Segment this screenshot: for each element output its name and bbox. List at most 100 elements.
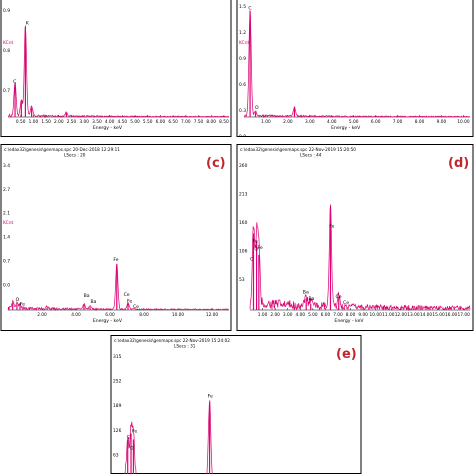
y-tick-label: 160 [239, 220, 248, 226]
y-tick-label: 2.7 [3, 187, 10, 193]
live-seconds: LSecs : 31 [174, 344, 196, 349]
x-tick-label: 6.00 [321, 312, 331, 318]
x-tick-label: 8.50 [219, 119, 229, 125]
x-tick-label: 6.00 [371, 119, 381, 125]
x-tick-label: 4.00 [105, 119, 115, 125]
x-tick-label: 6.50 [168, 119, 178, 125]
y-tick-label: 1.2 [239, 30, 246, 36]
element-label: C [127, 434, 130, 440]
live-seconds: LSecs : 44 [300, 153, 322, 158]
live-seconds: LSecs : 20 [64, 153, 86, 158]
x-tick-label: 5.00 [349, 119, 359, 125]
x-tick-label: 9.00 [358, 312, 368, 318]
element-label: Fe [208, 394, 213, 400]
y-tick-label: 0.9 [3, 8, 10, 14]
element-label: K [26, 21, 30, 27]
x-tick-label: 7.00 [333, 312, 343, 318]
x-axis-label: Energy - keV [334, 318, 364, 324]
y-tick-label: 1.4 [3, 235, 10, 241]
x-tick-label: 10.00 [457, 119, 470, 125]
x-axis-label: Energy - keV [331, 125, 361, 131]
y-tick-label: 260 [239, 163, 248, 169]
y-tick-label: 1.5 [239, 4, 246, 10]
x-tick-label: 16.00 [445, 312, 458, 318]
y-tick-label: 126 [113, 428, 122, 434]
x-tick-label: 10.00 [370, 312, 383, 318]
x-tick-label: 9.00 [437, 119, 447, 125]
spectrum-line [124, 400, 213, 474]
panel-e: c:\edax32\genesis\genmaps.spc 22-Nov-201… [110, 335, 362, 474]
spectrum-header: c:\edax32\genesis\genmaps.spc 22-Nov-201… [240, 147, 356, 152]
spectrum-line [7, 25, 230, 119]
element-label: Ce [124, 292, 130, 298]
x-tick-label: 1.00 [29, 119, 39, 125]
y-tick-label: 0.0 [239, 134, 246, 137]
spectrum-header: c:\edax32\genesis\genmaps.spc 20-Dec-201… [4, 147, 120, 152]
x-tick-label: 7.50 [194, 119, 204, 125]
y-unit-label: KCnt [3, 40, 13, 46]
x-tick-label: 8.00 [346, 312, 356, 318]
x-tick-label: 7.00 [181, 119, 191, 125]
element-label: C [248, 6, 251, 12]
element-label: Ce [133, 304, 139, 310]
element-label: Fe [127, 298, 132, 304]
x-tick-label: 2.50 [67, 119, 77, 125]
x-tick-label: 15.00 [432, 312, 445, 318]
y-tick-label: 2.1 [3, 211, 10, 217]
element-label: Ba [90, 299, 96, 305]
spectrum-header: c:\edax32\genesis\genmaps.spc 22-Nov-201… [114, 338, 230, 343]
y-tick-label: 189 [113, 403, 122, 409]
x-tick-label: 2.00 [283, 119, 293, 125]
element-label: O [255, 105, 259, 111]
x-tick-label: 5.00 [130, 119, 140, 125]
x-tick-label: 13.00 [407, 312, 420, 318]
element-label: O [16, 297, 20, 303]
panel-label: (d) [448, 156, 469, 171]
element-label: Ba [84, 293, 90, 299]
element-label: Fe [20, 302, 25, 308]
panel-label: (e) [336, 347, 357, 362]
element-label: C [250, 257, 253, 263]
x-tick-label: 17.00 [458, 312, 471, 318]
x-tick-label: 8.00 [206, 119, 216, 125]
y-tick-label: 0.6 [239, 82, 246, 88]
x-tick-label: 7.00 [393, 119, 403, 125]
panel-d: c:\edax32\genesis\genmaps.spc 22-Nov-201… [236, 144, 474, 331]
x-tick-label: 4.00 [327, 119, 337, 125]
x-tick-label: 6.00 [105, 312, 115, 318]
panel-c: c:\edax32\genesis\genmaps.spc 20-Dec-201… [0, 144, 232, 331]
y-tick-label: 0.8 [3, 48, 10, 54]
panel-label: (c) [206, 156, 226, 171]
x-tick-label: 3.00 [305, 119, 315, 125]
x-tick-label: 1.50 [41, 119, 51, 125]
x-tick-label: 11.00 [382, 312, 395, 318]
panel-a: 0.9 0.8 0.7 KCnt 0.50 1.00 1.50 2.00 2.50 3.00 3.5… [0, 0, 232, 137]
y-unit-label: KCnt [3, 220, 13, 226]
y-tick-label: 213 [239, 191, 248, 197]
x-tick-label: 12.00 [395, 312, 408, 318]
panel-frame [0, 144, 232, 331]
x-tick-label: 14.00 [420, 312, 433, 318]
element-label: O [130, 446, 134, 452]
x-tick-label: 6.00 [156, 119, 166, 125]
element-label: Ce [335, 294, 341, 300]
panel-frame [110, 335, 362, 474]
y-unit-label: KCnt [239, 40, 249, 46]
panel-frame [0, 0, 232, 137]
y-tick-label: 0.3 [239, 108, 246, 114]
element-label: Fe [253, 239, 258, 245]
x-tick-label: 4.50 [118, 119, 128, 125]
y-tick-label: 315 [113, 354, 122, 360]
x-tick-label: 8.00 [415, 119, 425, 125]
x-tick-label: 1.00 [258, 312, 268, 318]
spectrum-line [7, 263, 230, 312]
x-tick-label: 1.00 [261, 119, 271, 125]
element-label: Fe [113, 257, 118, 263]
element-label: Fe [132, 429, 137, 435]
x-tick-label: 0.50 [16, 119, 26, 125]
x-axis-label: Energy - keV [93, 318, 123, 324]
element-label: C [13, 79, 16, 85]
x-tick-label: 4.00 [295, 312, 305, 318]
x-tick-label: 5.00 [308, 312, 318, 318]
element-label: O [254, 246, 258, 252]
